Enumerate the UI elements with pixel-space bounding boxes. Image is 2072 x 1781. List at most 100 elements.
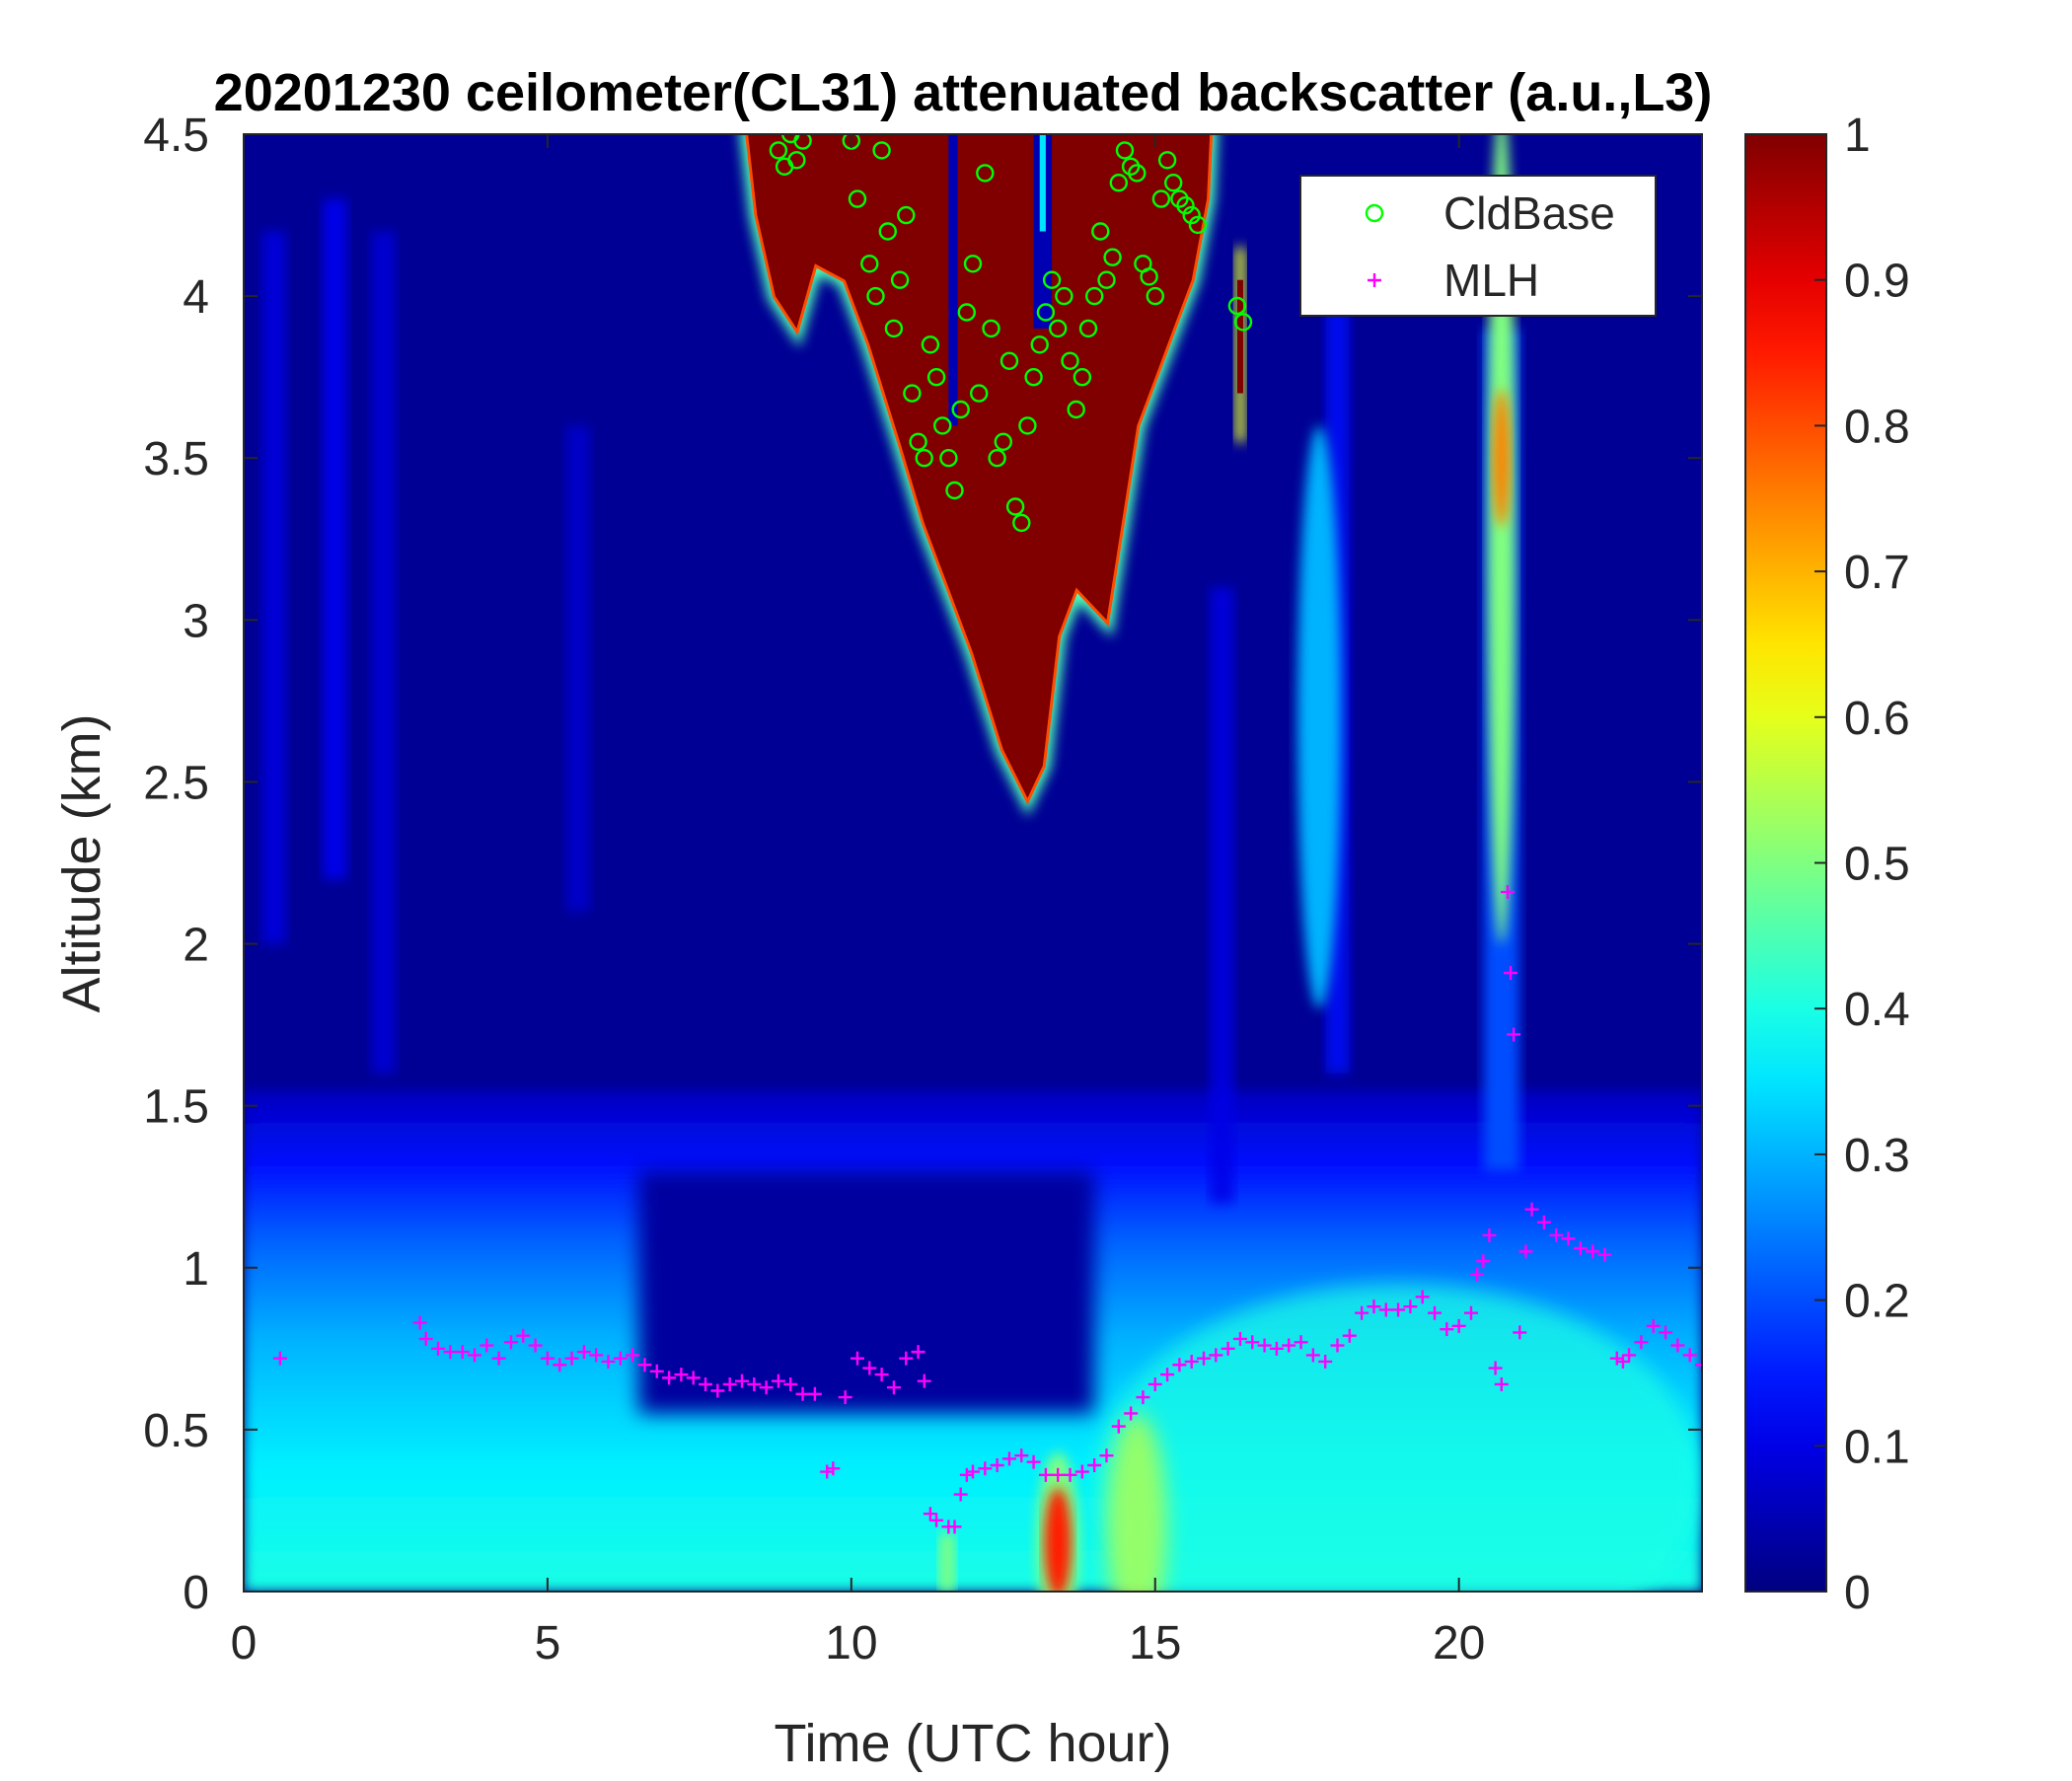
mlh-point [1549, 1227, 1564, 1242]
mlh-point [503, 1335, 518, 1350]
x-tick-label: 0 [231, 1617, 258, 1670]
colorbar-gradient [1744, 133, 1827, 1593]
mlh-point [1482, 1227, 1497, 1242]
field-streak [565, 425, 590, 912]
mlh-point [443, 1345, 458, 1360]
colorbar-tick-label: 0.6 [1844, 693, 1910, 745]
mlh-point [1659, 1325, 1673, 1340]
cldbase-point [878, 222, 897, 241]
y-axis-label: Altitude (km) [52, 713, 111, 1012]
mlh-point [1160, 1368, 1175, 1382]
cldbase-point [872, 141, 891, 160]
cldbase-point [1030, 335, 1049, 354]
field-streak [323, 198, 347, 879]
y-tick-label: 3 [183, 595, 209, 647]
mlh-point [899, 1351, 914, 1366]
colorbar-tick-label: 0.3 [1844, 1130, 1910, 1182]
mlh-point [917, 1373, 931, 1388]
mlh-point [862, 1361, 877, 1375]
mlh-point [674, 1368, 689, 1382]
cldbase-point [963, 255, 983, 273]
mlh-point [637, 1358, 652, 1373]
y-tick-label: 2 [183, 920, 209, 972]
colorbar-tick-label: 0.4 [1844, 984, 1910, 1036]
cldbase-point [1182, 205, 1201, 225]
mlh-point [1305, 1348, 1320, 1363]
field-plume-left [1297, 425, 1342, 1009]
mlh-point [589, 1348, 604, 1363]
x-tick-label: 10 [825, 1617, 877, 1670]
chart-title: 20201230 ceilometer(CL31) attenuated bac… [214, 63, 1713, 122]
field-surface-streak [939, 1532, 955, 1592]
mlh-point [1391, 1302, 1406, 1317]
mlh-point [1038, 1467, 1053, 1482]
cldbase-point [1163, 173, 1183, 192]
mlh-point [710, 1383, 725, 1398]
mlh-point [1403, 1299, 1418, 1314]
mlh-point [1573, 1241, 1588, 1256]
cloud-2-body [1236, 279, 1243, 394]
mlh-point [1355, 1305, 1369, 1320]
cldbase-point [1176, 195, 1195, 215]
axes: 0 5 10 15 20 0 0.5 1 1.5 2 2.5 3 3.5 4 4.5 [143, 110, 1703, 1670]
mlh-point [1330, 1338, 1345, 1353]
mlh-point [1282, 1338, 1296, 1353]
colorbar-tick-label: 0 [1844, 1567, 1871, 1619]
mlh-point [1269, 1341, 1284, 1356]
cldbase-point [982, 319, 1000, 338]
cldbase-point [860, 255, 879, 273]
cldbase-point [1128, 164, 1147, 183]
cldbase-point [1151, 189, 1171, 208]
plot-frame [243, 133, 1703, 1593]
mlh-point [1074, 1464, 1089, 1479]
cldbase-point [1048, 319, 1068, 338]
mlh-point [1622, 1348, 1637, 1363]
mlh-point [1609, 1351, 1624, 1366]
cldbase-point [988, 449, 1006, 468]
mlh-point [1470, 1267, 1485, 1282]
mlh-point [1488, 1361, 1503, 1375]
mlh-point [1695, 1358, 1702, 1373]
cldbase-point [1042, 270, 1062, 289]
mlh-point [1518, 1244, 1533, 1259]
mlh-point [626, 1348, 640, 1363]
mlh-point [923, 1507, 937, 1521]
cldbase-point [890, 270, 910, 289]
mlh-point [911, 1345, 925, 1360]
field-plume-peak [1492, 389, 1511, 528]
mlh-point [1099, 1448, 1114, 1463]
cldbase-point [787, 151, 806, 170]
mlh-point [1378, 1302, 1393, 1317]
mlh-point [734, 1373, 749, 1388]
mlh-point [468, 1348, 482, 1363]
cldbase-point [1005, 497, 1025, 516]
cldbase-point [1233, 313, 1253, 332]
mlh-point [1026, 1454, 1041, 1469]
legend-cldbase-marker [1365, 203, 1384, 223]
mlh-point [783, 1376, 798, 1391]
mlh-point [1682, 1348, 1697, 1363]
mlh-point [1318, 1354, 1333, 1369]
plot-markers [272, 134, 1702, 1534]
mlh-point [699, 1376, 713, 1391]
plot-area [244, 134, 1702, 1592]
mlh-point [1428, 1305, 1443, 1320]
mlh-point [874, 1368, 889, 1382]
x-tick-label: 15 [1129, 1617, 1181, 1670]
mlh-point [1257, 1338, 1272, 1353]
mlh-point [1124, 1406, 1139, 1421]
colorbar-tick-label: 1 [1844, 110, 1871, 162]
mlh-point [540, 1351, 555, 1366]
cloud-1-body [748, 134, 1211, 798]
y-tick-label: 0 [183, 1567, 209, 1619]
x-axis-label: Time (UTC hour) [774, 1714, 1171, 1773]
mlh-point [1597, 1247, 1612, 1262]
mlh-point [966, 1464, 980, 1479]
mlh-point [978, 1461, 993, 1476]
mlh-point [1615, 1354, 1630, 1369]
y-tick-label: 2.5 [143, 757, 209, 809]
mlh-point [1634, 1335, 1649, 1350]
cldbase-point [781, 134, 800, 144]
field-plume-core [1487, 134, 1516, 944]
mlh-point [1342, 1328, 1357, 1343]
